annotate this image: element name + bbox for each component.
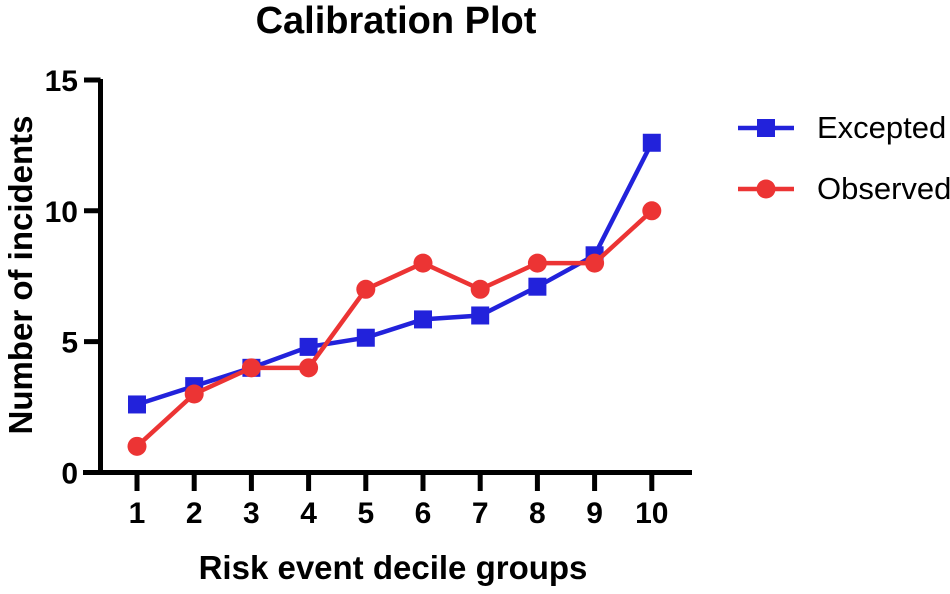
x-tick-label: 1 <box>129 497 146 530</box>
x-tick-label: 6 <box>415 497 432 530</box>
legend-item-observed: Observed <box>737 171 950 206</box>
y-tick-label: 5 <box>61 327 78 360</box>
x-tick-label: 5 <box>357 497 374 530</box>
legend-item-excepted: Excepted <box>737 110 947 145</box>
series-excepted-line <box>136 141 654 407</box>
series-observed-marker <box>470 279 490 299</box>
x-tick-label: 10 <box>635 497 668 530</box>
y-tick-label: 10 <box>45 196 78 229</box>
circle-marker-icon <box>738 179 794 199</box>
series-excepted-marker <box>299 337 318 356</box>
x-tick-label: 2 <box>186 497 203 530</box>
series-observed-marker <box>241 358 261 378</box>
series-observed-marker <box>184 384 204 404</box>
legend-label-excepted: Excepted <box>817 110 947 145</box>
series-observed-marker <box>527 253 547 273</box>
x-tick-label: 4 <box>300 497 317 530</box>
x-tick-label: 3 <box>243 497 260 530</box>
series-observed-marker <box>642 201 662 221</box>
series-excepted-marker <box>528 277 547 296</box>
series-excepted-marker <box>356 328 375 347</box>
x-tick-label: 7 <box>472 497 489 530</box>
legend-label-observed: Observed <box>817 171 950 206</box>
series-observed-line <box>135 209 654 448</box>
series-excepted-marker <box>471 306 490 325</box>
x-tick-label: 8 <box>529 497 546 530</box>
series-excepted-marker <box>642 133 661 152</box>
x-tick-label: 9 <box>586 497 603 530</box>
y-tick-label: 15 <box>45 65 78 98</box>
series-observed-marker <box>299 358 319 378</box>
series-observed-marker <box>585 253 605 273</box>
series-observed-marker <box>413 253 433 273</box>
chart-title: Calibration Plot <box>255 0 537 42</box>
series-excepted-marker <box>414 310 432 329</box>
series-excepted-marker <box>128 395 146 414</box>
square-marker-icon <box>738 119 794 137</box>
y-tick-label: 0 <box>61 458 78 491</box>
x-axis-label: Risk event decile groups <box>198 549 588 586</box>
series-observed-marker <box>127 436 147 456</box>
series-observed-marker <box>356 279 376 299</box>
